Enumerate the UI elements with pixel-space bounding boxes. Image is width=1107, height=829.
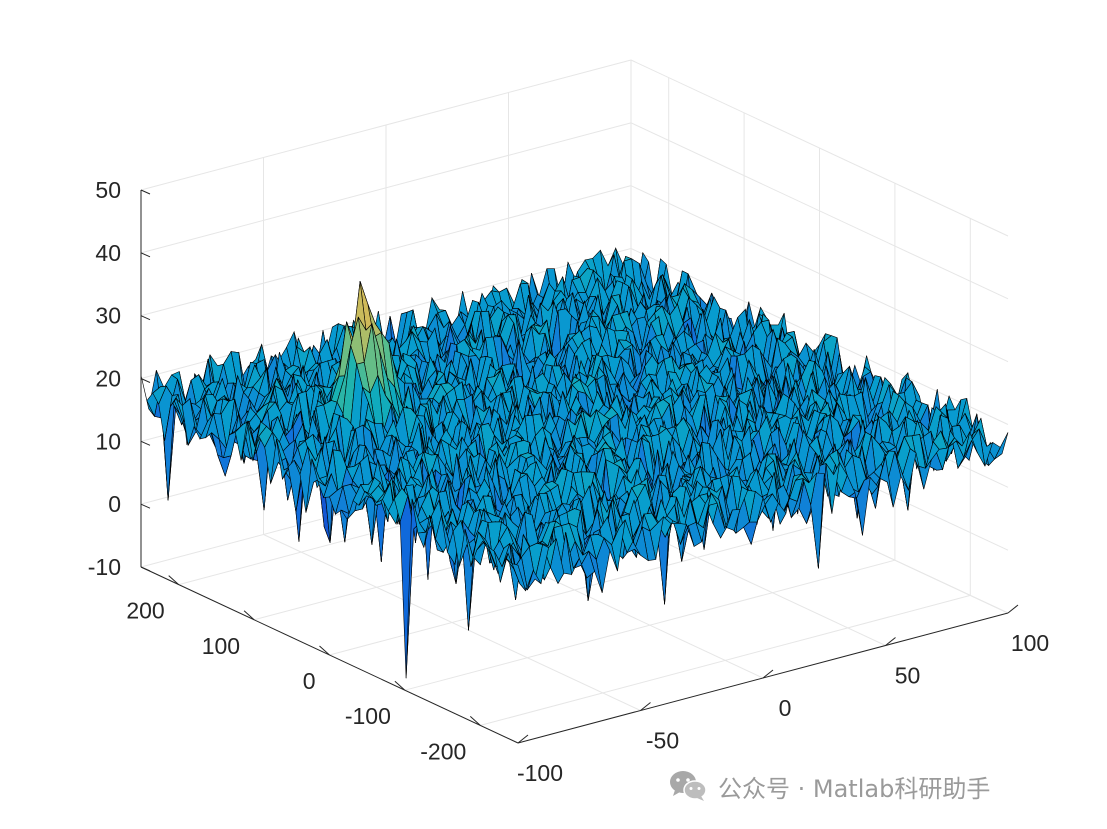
axis-ticks: -1001020304050-200-1000100200-100-500501… (88, 177, 1049, 786)
y-tick-mark (319, 645, 330, 656)
z-tick-mark (140, 252, 151, 258)
z-tick-label: 50 (95, 177, 121, 203)
z-tick-label: 0 (108, 491, 121, 517)
grid-line (404, 559, 896, 691)
wechat-icon (670, 771, 707, 801)
grid-line (480, 594, 971, 726)
z-tick-mark (140, 440, 151, 446)
x-tick-mark (1007, 604, 1019, 614)
z-tick-label: 40 (95, 240, 121, 266)
y-tick-label: 200 (126, 598, 164, 624)
y-tick-label: -200 (420, 738, 466, 764)
grid-line (630, 59, 1009, 237)
y-tick-mark (469, 716, 481, 726)
grid-line (140, 185, 632, 317)
surface-mesh (140, 247, 1009, 679)
z-tick-label: 20 (95, 366, 121, 392)
y-tick-mark (243, 610, 255, 621)
y-tick-mark (168, 575, 180, 585)
x-tick-label: 100 (1011, 630, 1049, 656)
z-tick-label: 30 (95, 303, 121, 329)
x-tick-mark (517, 734, 529, 744)
surface-patch (217, 454, 232, 477)
y-tick-label: 100 (202, 633, 240, 659)
y-tick-label: -100 (345, 703, 391, 729)
z-tick-mark (140, 503, 151, 509)
x-tick-mark (885, 637, 896, 646)
x-tick-label: -100 (517, 760, 563, 786)
y-tick-mark (394, 680, 406, 691)
z-tick-mark (140, 378, 151, 383)
grid-line (140, 59, 632, 191)
grid-line (630, 248, 1009, 425)
surface-patch (511, 563, 526, 591)
x-tick-label: 50 (895, 663, 921, 689)
z-tick-mark (140, 189, 151, 195)
grid-line (329, 524, 820, 656)
x-tick-mark (640, 702, 651, 711)
grid-line (140, 122, 632, 254)
x-tick-label: -50 (646, 728, 679, 754)
y-tick-label: 0 (303, 668, 316, 694)
z-tick-mark (140, 315, 151, 321)
watermark: 公众号 · Matlab科研助手 (668, 766, 990, 806)
x-tick-label: 0 (779, 695, 792, 721)
z-tick-label: 10 (95, 428, 121, 454)
z-tick-label: -10 (88, 554, 121, 580)
x-tick-mark (762, 669, 774, 679)
grid-line (630, 122, 1009, 300)
watermark-text: 公众号 · Matlab科研助手 (718, 774, 991, 803)
grid-line (630, 185, 1009, 363)
